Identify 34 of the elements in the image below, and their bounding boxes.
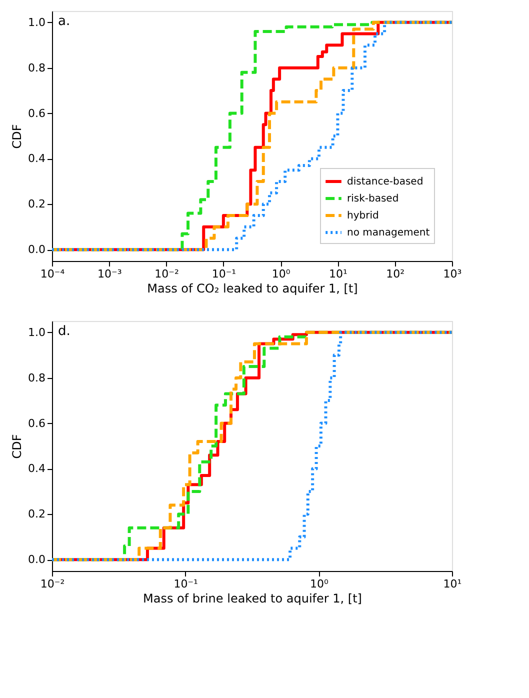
y-axis-title: CDF (10, 434, 24, 459)
y-tick-label: 0.6 (28, 106, 46, 120)
y-tick-label: 0.0 (28, 553, 46, 566)
y-tick-label: 1.0 (28, 16, 46, 29)
y-tick-label: 0.2 (28, 508, 46, 521)
y-tick-label: 1.0 (28, 326, 46, 339)
annotation: a. (58, 14, 70, 29)
x-tick-label: 10⁻¹ (174, 578, 198, 590)
legend-label: no management (347, 228, 430, 238)
y-tick-label: 0.2 (28, 198, 46, 211)
x-tick-label: 10² (386, 268, 405, 280)
y-axis-title: CDF (10, 124, 24, 149)
x-axis-title: Mass of CO₂ leaked to aquifer 1, [t] (147, 282, 358, 296)
y-tick-label: 0.8 (28, 61, 46, 74)
y-tick-label: 0.6 (28, 416, 46, 430)
x-tick-label: 10⁻² (40, 578, 65, 590)
y-tick-label: 0.4 (28, 152, 46, 166)
x-tick-label: 10⁻³ (98, 268, 122, 280)
x-tick-label: 10⁻² (154, 268, 179, 280)
x-axis-title: Mass of brine leaked to aquifer 1, [t] (143, 592, 362, 606)
legend-label: distance-based (347, 176, 424, 188)
x-tick-label: 10⁻⁴ (40, 268, 66, 280)
x-tick-label: 10⁻¹ (212, 268, 236, 280)
y-tick-label: 0.0 (28, 243, 46, 256)
y-tick-label: 0.4 (28, 462, 46, 476)
x-tick-label: 10⁰ (272, 268, 291, 280)
x-tick-label: 10¹ (443, 578, 462, 590)
x-tick-label: 10⁰ (310, 578, 329, 590)
y-tick-label: 0.8 (28, 371, 46, 384)
legend-label: risk-based (347, 194, 399, 204)
x-tick-label: 10¹ (329, 268, 348, 280)
x-tick-label: 10³ (443, 268, 462, 280)
legend-label: hybrid (347, 210, 379, 222)
annotation: d. (58, 324, 70, 339)
